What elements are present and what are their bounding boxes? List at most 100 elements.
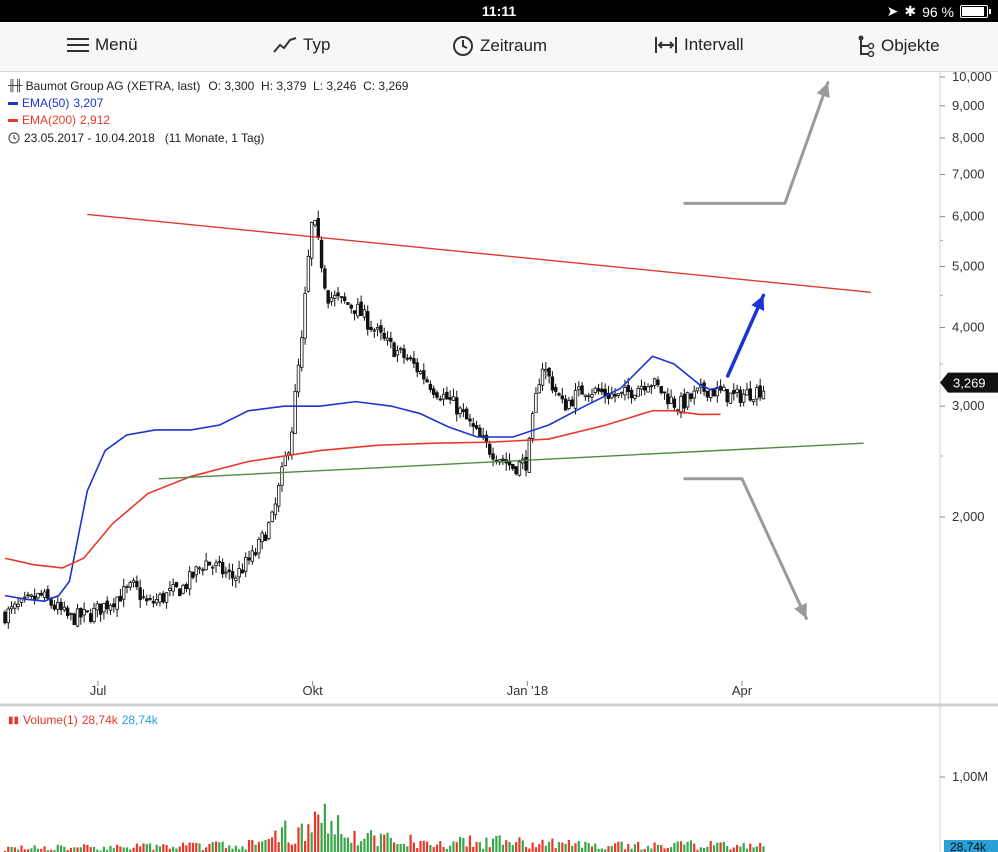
candle-body xyxy=(402,348,406,358)
candle-body xyxy=(108,604,113,611)
volume-bar xyxy=(544,845,547,852)
volume-bar xyxy=(3,850,7,852)
candle-body xyxy=(573,390,578,409)
volume-bar xyxy=(323,803,326,852)
volume-bar xyxy=(389,837,392,852)
volume-bar xyxy=(409,834,412,852)
volume-bar xyxy=(505,840,508,852)
volume-bar xyxy=(211,842,214,852)
legend-volume-label: Volume(1) xyxy=(23,713,78,727)
type-button[interactable]: Typ xyxy=(273,35,330,55)
candle-body xyxy=(560,395,565,400)
volume-bar xyxy=(584,841,587,852)
volume-bar xyxy=(224,848,228,852)
volume-bar xyxy=(43,846,46,852)
volume-bar xyxy=(297,827,300,852)
candle-body xyxy=(36,592,40,599)
volume-bar xyxy=(135,843,138,852)
battery-percent: 96 % xyxy=(922,3,954,20)
candle-body xyxy=(339,296,344,298)
candle-body xyxy=(728,392,733,404)
candle-body xyxy=(408,357,413,360)
candle-body xyxy=(425,379,429,383)
candle-body xyxy=(738,389,743,404)
ema200-swatch xyxy=(8,118,18,122)
candle-body xyxy=(682,393,687,409)
volume-bar xyxy=(33,845,36,852)
volume-bar xyxy=(485,837,488,852)
legend-range-dates: 23.05.2017 - 10.04.2018 xyxy=(24,131,155,145)
volume-bar xyxy=(554,848,557,852)
volume-bar xyxy=(478,842,481,852)
resistance-trendline xyxy=(87,213,871,293)
volume-bar xyxy=(597,848,600,852)
volume-bar xyxy=(185,845,188,852)
volume-bar xyxy=(594,843,597,852)
candle-body xyxy=(705,390,710,398)
x-tick-label: Apr xyxy=(732,683,753,698)
candle-body xyxy=(501,458,505,461)
candle-body xyxy=(141,596,146,599)
breakout-arrow xyxy=(725,293,766,378)
candle-body xyxy=(23,596,27,599)
volume-bar xyxy=(251,839,254,852)
candle-body xyxy=(89,613,93,622)
candle-body xyxy=(474,425,479,429)
chart-toolbar: Menü Typ Zeitraum Intervall Objekte xyxy=(0,22,998,72)
volume-bar xyxy=(228,845,231,852)
objects-button[interactable]: Objekte xyxy=(857,35,940,57)
volume-bar xyxy=(617,841,620,852)
candle-body xyxy=(451,396,456,401)
volume-bar xyxy=(393,842,396,852)
volume-bar xyxy=(116,844,119,852)
volume-bar xyxy=(534,847,538,852)
candle-body xyxy=(6,608,10,624)
volume-bar xyxy=(722,841,725,852)
candle-body xyxy=(273,503,278,516)
volume-bar xyxy=(623,849,627,852)
volume-bar xyxy=(452,841,455,852)
candle-body xyxy=(316,218,320,239)
candle-body xyxy=(527,437,532,473)
candle-body xyxy=(260,532,264,543)
volume-bar xyxy=(600,848,603,852)
volume-bar xyxy=(244,849,247,852)
volume-bar xyxy=(198,843,201,852)
timespan-button[interactable]: Zeitraum xyxy=(452,35,547,57)
candle-body xyxy=(445,391,449,400)
candle-body xyxy=(626,385,630,392)
line-chart-icon xyxy=(273,37,297,53)
candle-body xyxy=(191,571,195,578)
candle-body xyxy=(336,292,340,297)
volume-bar xyxy=(574,843,577,852)
volume-bar xyxy=(402,843,406,852)
candle-body xyxy=(52,604,57,610)
volume-bar xyxy=(683,844,686,852)
candle-body xyxy=(82,609,86,616)
candle-body xyxy=(148,598,152,600)
candle-body xyxy=(418,370,423,375)
candle-body xyxy=(461,409,466,412)
volume-bar xyxy=(99,850,102,852)
candle-body xyxy=(313,220,317,226)
candle-body xyxy=(468,418,472,422)
volume-bar xyxy=(548,841,551,852)
ema50-line xyxy=(4,355,721,602)
candle-body xyxy=(121,586,126,600)
volume-bar xyxy=(590,846,594,852)
volume-bar xyxy=(673,842,676,852)
candle-body xyxy=(405,357,410,360)
volume-bar xyxy=(511,844,514,852)
candle-body xyxy=(672,398,677,408)
menu-button[interactable]: Menü xyxy=(67,35,138,55)
volume-bar xyxy=(541,839,544,852)
interval-button[interactable]: Intervall xyxy=(654,35,744,55)
volume-bar xyxy=(112,848,115,852)
volume-bar xyxy=(472,846,475,852)
volume-bar xyxy=(300,823,303,852)
volume-bar xyxy=(69,847,73,852)
volume-bar xyxy=(340,834,343,852)
candle-body xyxy=(455,397,459,415)
legend-ema50-label: EMA(50) xyxy=(22,96,70,110)
